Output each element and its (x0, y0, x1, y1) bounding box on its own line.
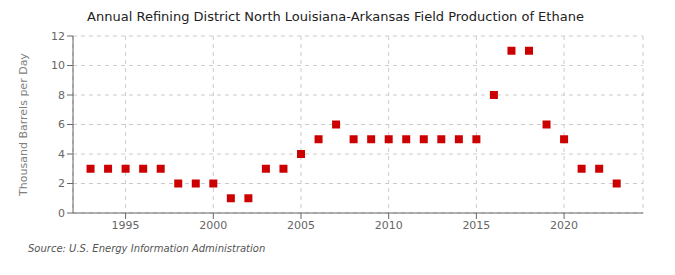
svg-text:Thousand Barrels per Day: Thousand Barrels per Day (17, 53, 30, 197)
svg-text:6: 6 (58, 118, 65, 131)
svg-text:1995: 1995 (112, 219, 140, 232)
svg-text:12: 12 (51, 30, 65, 43)
svg-text:2015: 2015 (462, 219, 490, 232)
svg-text:8: 8 (58, 89, 65, 102)
svg-text:2020: 2020 (550, 219, 578, 232)
svg-text:2005: 2005 (287, 219, 315, 232)
svg-text:10: 10 (51, 59, 65, 72)
svg-text:2010: 2010 (375, 219, 403, 232)
svg-text:4: 4 (58, 148, 65, 161)
html-text:Source: U.S. Energy Informatio: Source: U.S. Energy Information Administ… (28, 243, 266, 254)
svg-text:2: 2 (58, 177, 65, 190)
html-text:Annual Refining District North: Annual Refining District North Louisiana… (87, 9, 584, 24)
svg-text:0: 0 (58, 207, 65, 220)
svg-text:2000: 2000 (199, 219, 227, 232)
